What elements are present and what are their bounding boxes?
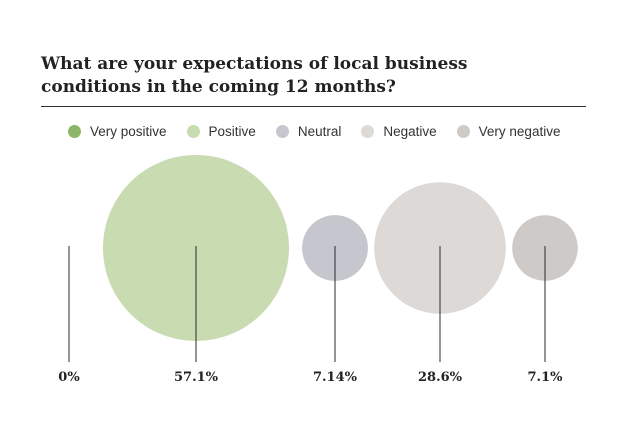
- value-label-neutral: 7.14%: [313, 370, 358, 385]
- legend-item-negative: Negative: [361, 124, 437, 139]
- legend-label-very-negative: Very negative: [478, 124, 561, 139]
- legend-swatch-very-negative: [456, 125, 470, 138]
- value-label-very-negative: 7.1%: [528, 370, 564, 385]
- legend-label-positive: Positive: [208, 124, 256, 139]
- value-label-negative: 28.6%: [418, 370, 463, 385]
- legend-swatch-very-positive: [68, 125, 81, 138]
- legend: Very positive Positive Neutral Negative Very…: [68, 124, 580, 139]
- value-label-positive: 57.1%: [174, 370, 219, 385]
- legend-swatch-positive: [186, 125, 200, 138]
- value-label-very-positive: 0%: [58, 370, 80, 385]
- chart-title: What are your expectations of local busi…: [41, 54, 468, 97]
- legend-item-neutral: Neutral: [275, 124, 342, 139]
- title-divider: [41, 106, 586, 107]
- legend-swatch-neutral: [275, 125, 289, 138]
- legend-label-neutral: Neutral: [297, 124, 342, 139]
- legend-label-very-positive: Very positive: [90, 124, 167, 139]
- legend-swatch-negative: [361, 125, 375, 138]
- legend-item-positive: Positive: [186, 124, 256, 139]
- legend-item-very-positive: Very positive: [68, 124, 167, 139]
- legend-label-negative: Negative: [383, 124, 437, 139]
- legend-item-very-negative: Very negative: [456, 124, 561, 139]
